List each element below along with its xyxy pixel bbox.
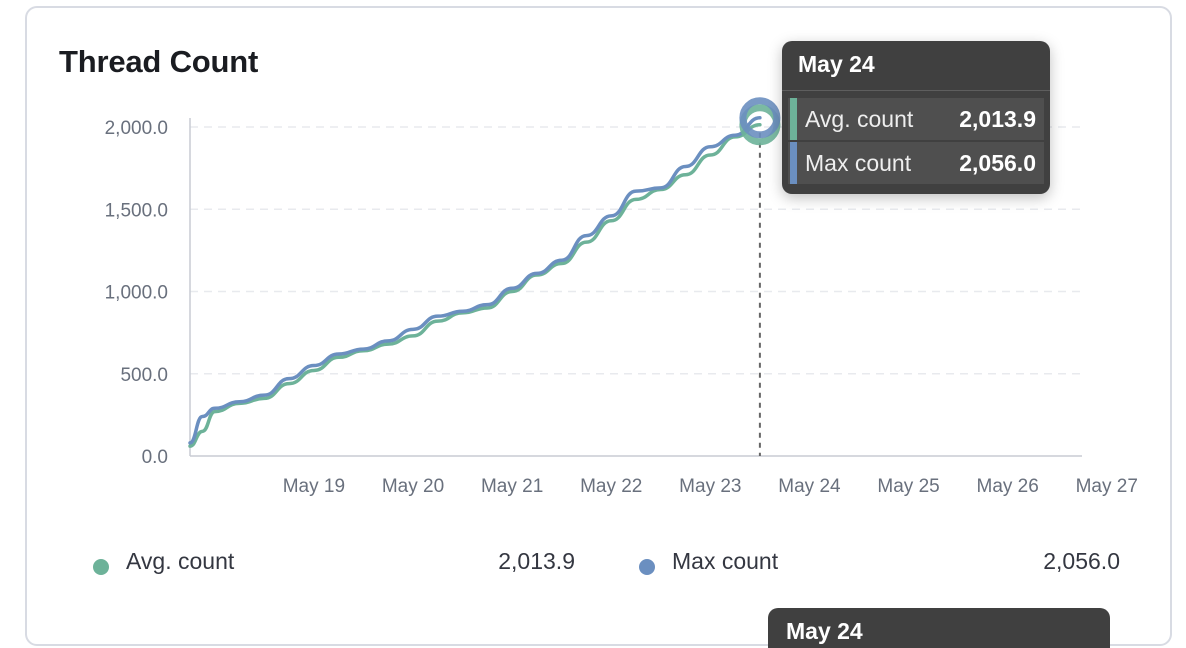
legend-avg-dot xyxy=(93,559,109,575)
x-tick-label: May 23 xyxy=(679,476,741,497)
x-tick-label: May 24 xyxy=(778,476,841,497)
legend-max-dot xyxy=(639,559,655,575)
tooltip-max-label: Max count xyxy=(805,150,912,176)
chart-title: Thread Count xyxy=(59,44,259,79)
y-axis-ticks: 0.0 500.0 1,000.0 1,500.0 2,000.0 xyxy=(105,118,168,468)
y-tick-label: 1,000.0 xyxy=(105,283,168,304)
tooltip-divider xyxy=(782,90,1050,91)
y-tick-label: 500.0 xyxy=(120,365,168,386)
max-count-line xyxy=(188,116,762,445)
x-axis-ticks: May 19 May 20 May 21 May 22 May 23 May 24 May … xyxy=(283,476,1138,497)
secondary-tooltip: May 24 xyxy=(768,608,1110,648)
secondary-tooltip-header: May 24 xyxy=(786,618,863,644)
legend-max-label[interactable]: Max count xyxy=(672,548,779,574)
tooltip-avg-value: 2,013.9 xyxy=(959,106,1036,132)
y-tick-label: 0.0 xyxy=(142,447,168,468)
tooltip-avg-label: Avg. count xyxy=(805,106,914,132)
legend-max-value: 2,056.0 xyxy=(1043,548,1120,574)
tooltip-header: May 24 xyxy=(798,51,875,77)
y-tick-label: 2,000.0 xyxy=(105,118,168,139)
hover-markers xyxy=(739,97,781,146)
x-tick-label: May 25 xyxy=(877,476,939,497)
x-tick-label: May 19 xyxy=(283,476,345,497)
x-tick-label: May 21 xyxy=(481,476,543,497)
x-tick-label: May 26 xyxy=(977,476,1039,497)
hover-tooltip: May 24 Avg. count 2,013.9 Max count 2,05… xyxy=(782,41,1050,194)
series-lines xyxy=(188,116,762,448)
x-tick-label: May 20 xyxy=(382,476,444,497)
max-count-marker xyxy=(739,97,781,139)
x-tick-label: May 27 xyxy=(1076,476,1138,497)
tooltip-row-max: Max count 2,056.0 xyxy=(788,142,1044,184)
tooltip-avg-swatch xyxy=(790,98,797,140)
tooltip-max-value: 2,056.0 xyxy=(959,150,1036,176)
legend-avg-value: 2,013.9 xyxy=(498,548,575,574)
tooltip-max-swatch xyxy=(790,142,797,184)
tooltip-row-avg: Avg. count 2,013.9 xyxy=(788,98,1044,140)
x-tick-label: May 22 xyxy=(580,476,642,497)
legend-avg-label[interactable]: Avg. count xyxy=(126,548,235,574)
y-tick-label: 1,500.0 xyxy=(105,200,168,221)
